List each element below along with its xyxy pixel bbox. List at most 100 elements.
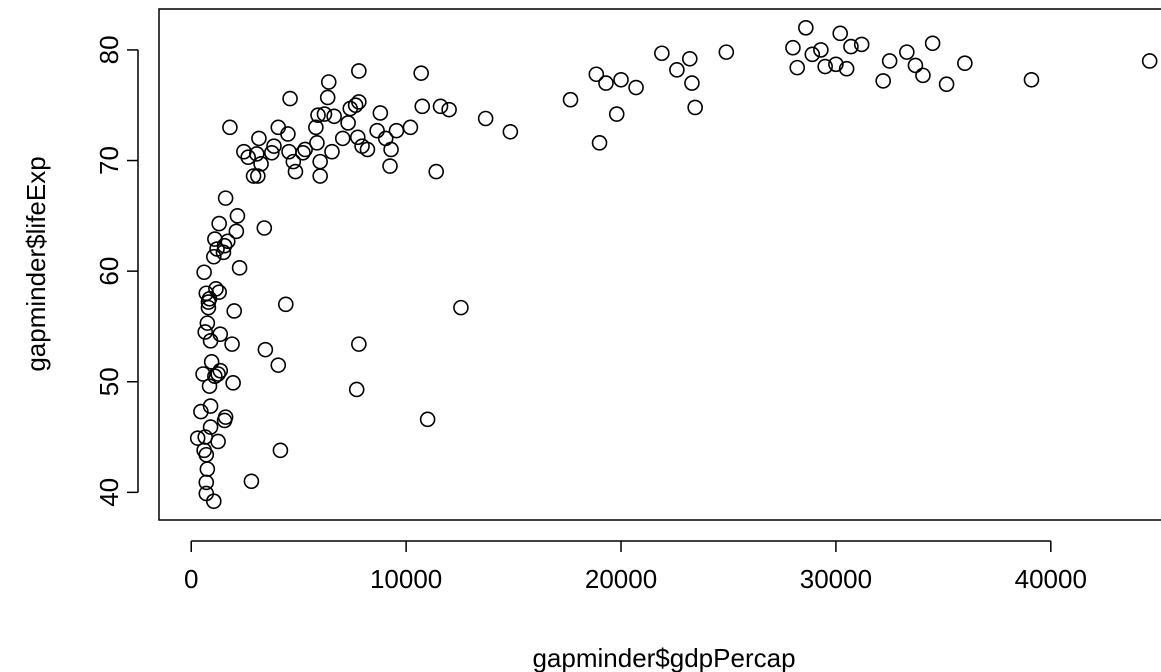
data-point <box>372 105 389 121</box>
data-point <box>681 50 698 67</box>
data-point <box>915 67 931 84</box>
data-point <box>282 90 298 107</box>
data-point <box>798 20 814 36</box>
data-point <box>351 336 367 352</box>
data-point <box>347 97 364 114</box>
data-point <box>199 315 216 331</box>
data-point <box>351 94 367 110</box>
data-point <box>193 403 209 420</box>
data-point <box>1141 53 1158 69</box>
data-point <box>388 122 405 139</box>
data-point <box>591 135 608 151</box>
data-point <box>199 461 216 477</box>
y-tick-label: 60 <box>94 257 124 286</box>
data-point <box>270 357 287 373</box>
data-point <box>195 366 211 382</box>
data-point <box>210 433 226 450</box>
data-point <box>414 98 431 115</box>
data-point <box>205 248 222 265</box>
data-point <box>441 101 457 118</box>
data-point <box>266 138 282 154</box>
scatter-points <box>189 20 1158 509</box>
data-point <box>207 368 223 385</box>
data-point <box>210 366 226 382</box>
data-point <box>257 341 274 358</box>
data-point <box>256 220 273 236</box>
data-point <box>219 233 236 250</box>
data-point <box>295 144 311 161</box>
data-point <box>1023 71 1040 88</box>
plot-area-border <box>158 8 1161 521</box>
data-point <box>613 71 629 88</box>
data-point <box>287 163 304 180</box>
data-point <box>270 119 287 136</box>
data-point <box>217 409 234 425</box>
data-point <box>340 115 356 131</box>
data-point <box>250 168 266 184</box>
data-point <box>312 168 328 184</box>
data-point <box>804 46 821 63</box>
data-point <box>924 35 941 52</box>
data-point <box>224 336 240 352</box>
data-point <box>957 55 973 71</box>
data-point <box>588 66 605 83</box>
data-point <box>203 354 220 370</box>
data-point <box>428 163 445 180</box>
y-axis: 40 50 60 70 80 <box>94 35 139 507</box>
y-axis-title: gapminder$lifeExp <box>21 156 51 371</box>
data-point <box>215 244 232 261</box>
data-point <box>853 36 870 53</box>
data-point <box>881 53 898 69</box>
data-point <box>832 25 849 42</box>
y-tick-label: 70 <box>94 146 124 175</box>
data-point <box>198 474 215 491</box>
data-point <box>229 208 246 224</box>
data-point <box>196 264 212 281</box>
data-point <box>432 98 449 115</box>
data-point <box>189 430 206 446</box>
data-point <box>813 42 829 58</box>
data-point <box>369 122 385 139</box>
data-point <box>198 446 215 463</box>
data-point <box>669 62 685 78</box>
data-point <box>320 74 337 90</box>
data-point <box>198 485 215 502</box>
data-point <box>202 419 219 435</box>
data-point <box>243 473 260 490</box>
data-point <box>285 153 302 170</box>
data-point <box>875 73 891 89</box>
data-point <box>216 237 233 254</box>
data-point <box>208 281 224 297</box>
data-point <box>684 75 700 91</box>
data-point <box>225 375 241 391</box>
x-tick-label: 20000 <box>585 564 657 594</box>
data-point <box>310 107 326 123</box>
data-point <box>319 89 336 106</box>
data-point <box>201 378 218 394</box>
data-point <box>349 129 366 146</box>
data-point <box>316 106 333 122</box>
data-point <box>308 119 324 136</box>
x-tick-label: 10000 <box>370 564 442 594</box>
y-tick-label: 40 <box>94 478 124 507</box>
data-point <box>200 299 217 316</box>
data-point <box>687 99 703 116</box>
data-point <box>205 493 222 509</box>
x-axis-title: gapminder$gdpPercap <box>532 643 795 672</box>
data-point <box>334 130 351 147</box>
y-tick-label: 80 <box>94 35 124 64</box>
data-point <box>222 119 238 136</box>
data-point <box>297 141 313 158</box>
data-point <box>348 381 365 398</box>
data-point <box>326 108 342 125</box>
data-point <box>789 59 806 76</box>
data-point <box>383 141 399 158</box>
data-point <box>324 143 340 160</box>
data-point <box>202 398 219 414</box>
data-point <box>264 144 280 161</box>
data-point <box>453 299 469 316</box>
x-tick-label: 40000 <box>1015 564 1087 594</box>
data-point <box>562 91 579 108</box>
data-point <box>899 44 915 60</box>
